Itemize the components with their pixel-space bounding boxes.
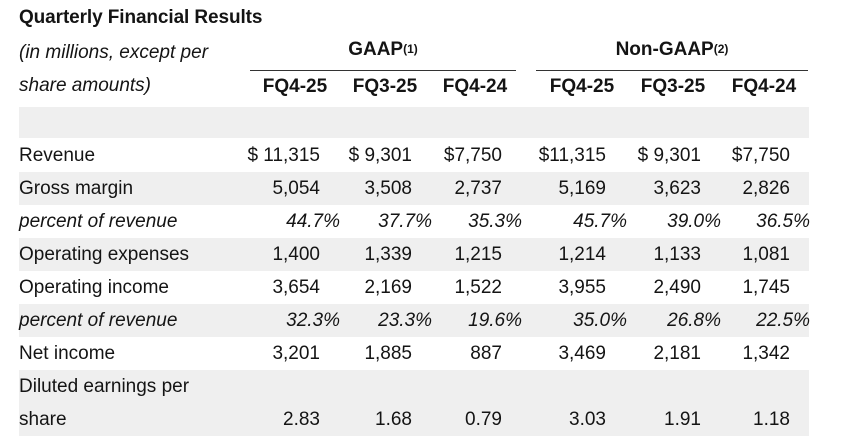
col-header-gaap-fq4-25: FQ4-25 — [262, 76, 328, 97]
cell-gaap-fq4-24: 35.3% — [468, 211, 522, 232]
cell-nongaap-fq3-25: 39.0% — [667, 211, 721, 232]
cell-nongaap-fq4-25: 5,169 — [558, 178, 606, 199]
units-note-line1: (in millions, except per — [19, 42, 209, 63]
cell-nongaap-fq4-24: 1,342 — [742, 343, 790, 364]
gaap-label: GAAP — [348, 39, 404, 60]
col-header-gaap-fq4-24: FQ4-24 — [442, 76, 508, 97]
cell-gaap-fq3-25: 1,339 — [364, 244, 412, 265]
row-label: Operating expenses — [19, 244, 190, 265]
cell-gaap-fq4-25: 1,400 — [272, 244, 320, 265]
table-row: share 2.83 1.68 0.79 3.03 1.91 1.18 — [0, 403, 857, 436]
cell-gaap-fq4-25: 3,654 — [272, 277, 320, 298]
cell-nongaap-fq4-24: 1,081 — [742, 244, 790, 265]
cell-nongaap-fq4-24: 1,745 — [742, 277, 790, 298]
gaap-footnote-marker: (1) — [403, 42, 418, 56]
cell-gaap-fq3-25: 23.3% — [378, 310, 432, 331]
cell-gaap-fq3-25: 37.7% — [378, 211, 432, 232]
cell-gaap-fq3-25: 1,885 — [364, 343, 412, 364]
cell-nongaap-fq4-25: $11,315 — [538, 145, 606, 166]
cell-nongaap-fq4-25: 3,469 — [558, 343, 606, 364]
cell-nongaap-fq4-25: 3,955 — [558, 277, 606, 298]
cell-nongaap-fq3-25: 2,490 — [653, 277, 701, 298]
cell-gaap-fq3-25: 2,169 — [364, 277, 412, 298]
table-row: Revenue $ 11,315 $ 9,301 $7,750 $11,315 $ 9,3… — [0, 139, 857, 172]
row-label: share — [19, 409, 67, 430]
nongaap-underline — [536, 70, 808, 71]
cell-gaap-fq4-24: $7,750 — [443, 145, 502, 166]
cell-nongaap-fq3-25: 1.91 — [664, 409, 701, 430]
cell-gaap-fq3-25: $ 9,301 — [348, 145, 412, 166]
col-header-nongaap-fq4-24: FQ4-24 — [731, 76, 797, 97]
stripe-operating-expenses — [19, 238, 809, 271]
row-label: Revenue — [19, 145, 96, 166]
cell-nongaap-fq4-25: 3.03 — [569, 409, 606, 430]
cell-nongaap-fq3-25: $ 9,301 — [637, 145, 701, 166]
cell-gaap-fq4-24: 887 — [470, 343, 502, 364]
cell-gaap-fq4-24: 0.79 — [465, 409, 502, 430]
cell-gaap-fq3-25: 3,508 — [364, 178, 412, 199]
cell-nongaap-fq4-25: 1,214 — [558, 244, 606, 265]
cell-gaap-fq3-25: 1.68 — [375, 409, 412, 430]
cell-nongaap-fq4-24: $7,750 — [731, 145, 790, 166]
cell-gaap-fq4-24: 1,522 — [454, 277, 502, 298]
cell-nongaap-fq4-24: 22.5% — [756, 310, 810, 331]
stripe-percent-of-revenue — [19, 304, 809, 337]
stripe-diluted-eps — [19, 370, 809, 436]
cell-nongaap-fq4-25: 35.0% — [573, 310, 627, 331]
table-row: percent of revenue 32.3% 23.3% 19.6% 35.0% 26… — [0, 304, 857, 337]
row-label: percent of revenue — [19, 310, 178, 331]
cell-gaap-fq4-24: 19.6% — [468, 310, 522, 331]
cell-nongaap-fq3-25: 3,623 — [653, 178, 701, 199]
table-row: Net income 3,201 1,885 887 3,469 2,181 1,342 — [0, 337, 857, 370]
table-row: percent of revenue 44.7% 37.7% 35.3% 45.7% 39… — [0, 205, 857, 238]
nongaap-group-header: Non-GAAP(2) — [536, 39, 808, 61]
units-note-line2: share amounts) — [19, 75, 152, 96]
col-header-nongaap-fq4-25: FQ4-25 — [549, 76, 615, 97]
nongaap-label: Non-GAAP — [615, 39, 714, 60]
page-title: Quarterly Financial Results — [19, 7, 263, 28]
table-row: Operating income 3,654 2,169 1,522 3,955 2,49… — [0, 271, 857, 304]
cell-nongaap-fq3-25: 2,181 — [653, 343, 701, 364]
row-label: Net income — [19, 343, 116, 364]
cell-gaap-fq4-25: 44.7% — [286, 211, 340, 232]
cell-nongaap-fq3-25: 1,133 — [653, 244, 701, 265]
gaap-group-header: GAAP(1) — [250, 39, 516, 61]
cell-nongaap-fq4-25: 45.7% — [573, 211, 627, 232]
spacer-band — [19, 107, 809, 138]
cell-nongaap-fq4-24: 2,826 — [742, 178, 790, 199]
table-row: Diluted earnings per — [0, 370, 857, 403]
cell-gaap-fq4-25: 3,201 — [272, 343, 320, 364]
col-header-nongaap-fq3-25: FQ3-25 — [640, 76, 706, 97]
stripe-gross-margin — [19, 172, 809, 205]
cell-nongaap-fq3-25: 26.8% — [667, 310, 721, 331]
cell-gaap-fq4-24: 2,737 — [454, 178, 502, 199]
gaap-underline — [250, 70, 516, 71]
table-row: Operating expenses 1,400 1,339 1,215 1,214 1,… — [0, 238, 857, 271]
cell-gaap-fq4-24: 1,215 — [454, 244, 502, 265]
cell-gaap-fq4-25: 5,054 — [272, 178, 320, 199]
cell-gaap-fq4-25: 2.83 — [283, 409, 320, 430]
row-label: Diluted earnings per — [19, 376, 190, 397]
table-row: Gross margin 5,054 3,508 2,737 5,169 3,623 2,8… — [0, 172, 857, 205]
row-label: Gross margin — [19, 178, 134, 199]
cell-gaap-fq4-25: $ 11,315 — [247, 145, 320, 166]
col-header-gaap-fq3-25: FQ3-25 — [352, 76, 418, 97]
cell-nongaap-fq4-24: 1.18 — [753, 409, 790, 430]
cell-gaap-fq4-25: 32.3% — [286, 310, 340, 331]
row-label: Operating income — [19, 277, 169, 298]
cell-nongaap-fq4-24: 36.5% — [756, 211, 810, 232]
row-label: percent of revenue — [19, 211, 178, 232]
nongaap-footnote-marker: (2) — [713, 42, 729, 56]
